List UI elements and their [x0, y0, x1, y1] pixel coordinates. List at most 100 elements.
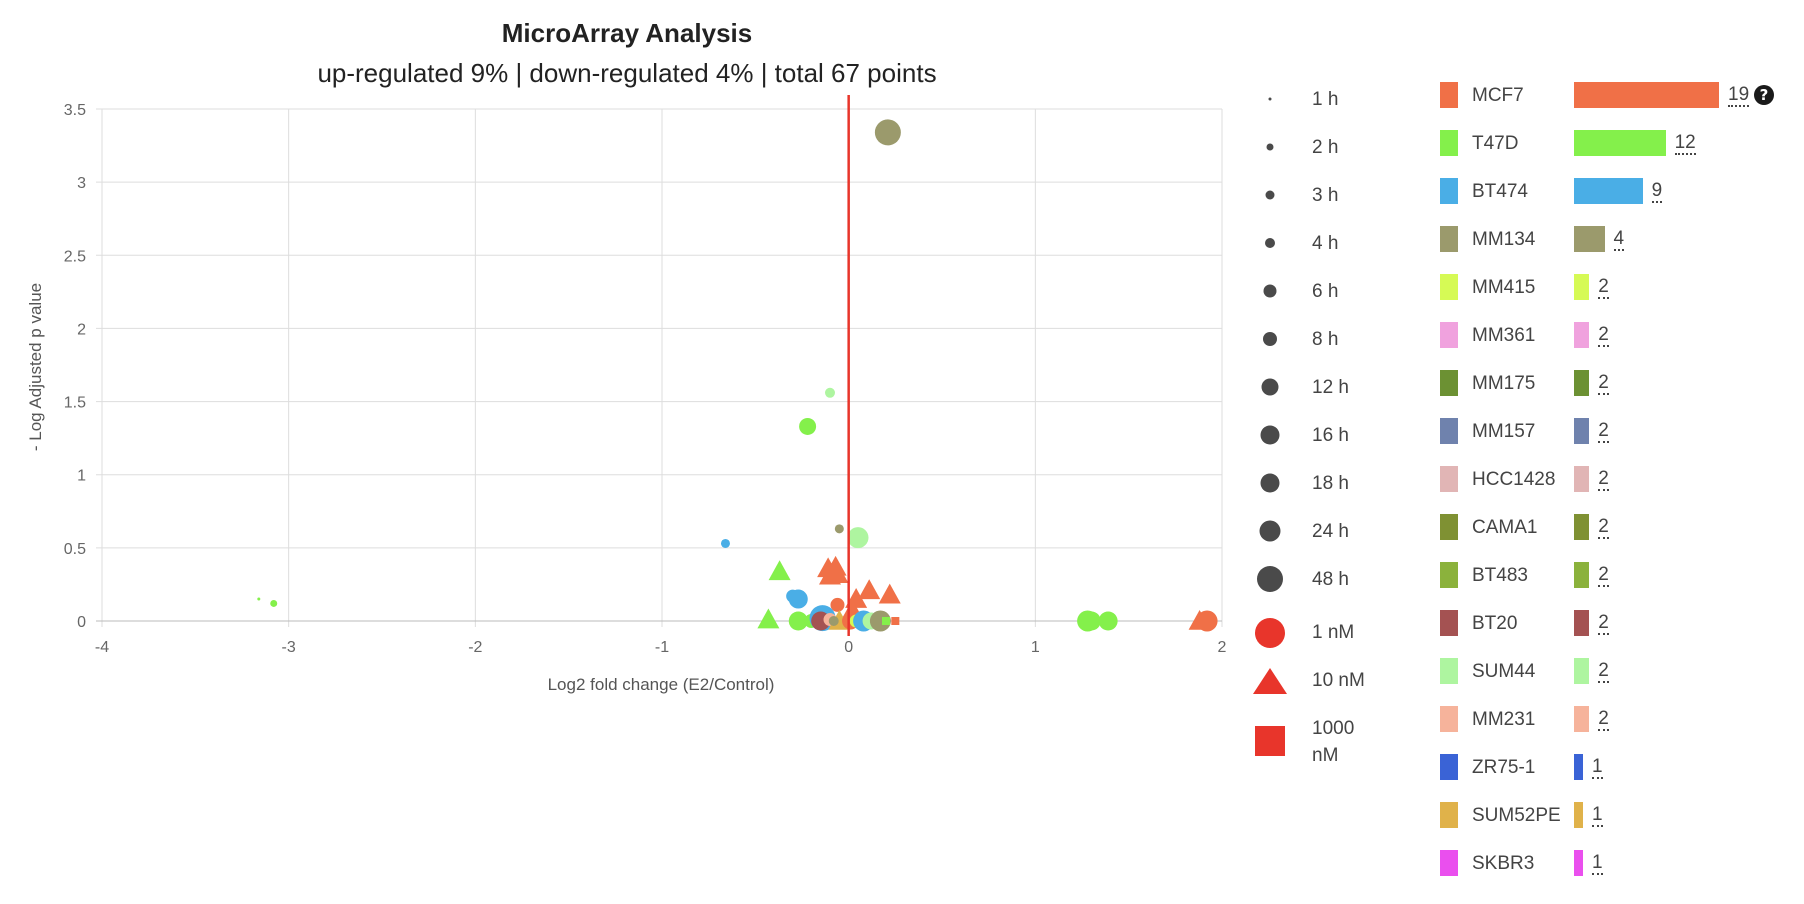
cell-line-legend-item[interactable]: T47D 12	[1440, 128, 1804, 158]
data-point-circle[interactable]	[1098, 611, 1118, 631]
data-point-circle[interactable]	[869, 610, 891, 632]
data-point-circle[interactable]	[1081, 611, 1101, 631]
cell-line-count[interactable]: 12	[1674, 132, 1696, 155]
cell-line-legend-item[interactable]: MM415 2	[1440, 272, 1804, 302]
time-legend-item[interactable]: 24 h	[1240, 511, 1420, 551]
data-point-circle[interactable]	[828, 616, 839, 626]
data-point-circle[interactable]	[847, 527, 869, 549]
cell-line-legend-item[interactable]: BT20 2	[1440, 608, 1804, 638]
cell-line-count[interactable]: 2	[1598, 612, 1609, 635]
time-legend-item[interactable]: 6 h	[1240, 271, 1420, 311]
data-point-circle[interactable]	[720, 538, 730, 548]
cell-line-count[interactable]: 19	[1728, 84, 1750, 107]
cell-line-count[interactable]: 1	[1592, 756, 1603, 779]
cell-line-legend-item[interactable]: HCC1428 2	[1440, 464, 1804, 494]
cell-line-name: BT483	[1472, 565, 1528, 586]
data-point-square[interactable]	[882, 617, 890, 625]
time-legend-item[interactable]: 4 h	[1240, 223, 1420, 263]
x-tick-label: -4	[95, 639, 109, 656]
volcano-plot: -4 -3 -2 -1 0 1 2 0 0.5 1 1.5 2 2.5 3 3.5 Log2 fold c…	[26, 95, 1227, 694]
data-point-circle[interactable]	[788, 611, 808, 631]
y-axis-title: - Log Adjusted p value	[26, 283, 45, 451]
data-point-circle[interactable]	[834, 524, 844, 534]
cell-line-legend-item[interactable]: SUM52PE 1	[1440, 800, 1804, 830]
time-size-marker-icon	[1265, 190, 1275, 200]
time-legend-item[interactable]: 2 h	[1240, 127, 1420, 167]
time-legend-item[interactable]: 18 h	[1240, 463, 1420, 503]
cell-line-swatch-icon	[1440, 562, 1458, 588]
cell-line-legend-item[interactable]: MM361 2	[1440, 320, 1804, 350]
cell-line-legend-item[interactable]: MM231 2	[1440, 704, 1804, 734]
time-size-marker-icon	[1263, 332, 1277, 346]
cell-line-legend-item[interactable]: MM134 4	[1440, 224, 1804, 254]
y-tick-label: 1	[77, 468, 86, 485]
cell-line-count-bar	[1574, 754, 1583, 780]
cell-line-count[interactable]: 9	[1651, 180, 1663, 203]
concentration-legend-item[interactable]: 10 nM	[1240, 659, 1420, 699]
cell-line-count[interactable]: 2	[1598, 420, 1609, 443]
cell-line-name: BT474	[1472, 181, 1528, 202]
time-legend-item[interactable]: 8 h	[1240, 319, 1420, 359]
cell-line-legend-item[interactable]: SKBR3 1	[1440, 848, 1804, 878]
time-size-marker-icon	[1260, 425, 1280, 445]
circle-marker-icon	[1255, 618, 1285, 648]
cell-line-count-bar	[1574, 322, 1590, 348]
cell-line-count[interactable]: 2	[1598, 276, 1609, 299]
data-point-triangle[interactable]	[878, 583, 901, 604]
concentration-legend-item[interactable]: 1 nM	[1240, 611, 1420, 651]
cell-line-count-bar	[1574, 370, 1590, 396]
data-point-square[interactable]	[891, 617, 900, 625]
time-legend-label: 4 h	[1312, 233, 1339, 254]
data-point-triangle[interactable]	[858, 579, 881, 600]
cell-line-count-bar	[1574, 466, 1590, 492]
cell-line-legend-item[interactable]: MM175 2	[1440, 368, 1804, 398]
cell-line-legend-item[interactable]: MM157 2	[1440, 416, 1804, 446]
y-tick-label: 2	[77, 321, 86, 338]
data-point-circle[interactable]	[257, 597, 261, 601]
time-size-marker-icon	[1261, 378, 1279, 396]
time-legend-item[interactable]: 16 h	[1240, 415, 1420, 455]
time-legend-label: 48 h	[1312, 569, 1349, 590]
data-point-triangle[interactable]	[757, 608, 780, 629]
cell-line-count[interactable]: 2	[1598, 516, 1609, 539]
cell-line-legend-item[interactable]: BT474 9	[1440, 176, 1804, 206]
cell-line-swatch-icon	[1440, 178, 1458, 204]
time-legend-item[interactable]: 48 h	[1240, 559, 1420, 599]
concentration-legend: 1 nM 10 nM 1000 nM	[1240, 0, 1420, 904]
time-legend-item[interactable]: 12 h	[1240, 367, 1420, 407]
data-point-circle[interactable]	[1196, 610, 1218, 632]
cell-line-swatch-icon	[1440, 514, 1458, 540]
cell-line-count[interactable]: 2	[1598, 468, 1609, 491]
chart-subtitle: up-regulated 9% | down-regulated 4% | to…	[317, 58, 937, 88]
data-point-circle[interactable]	[270, 599, 278, 607]
time-legend-item[interactable]: 3 h	[1240, 175, 1420, 215]
cell-line-count[interactable]: 2	[1598, 708, 1609, 731]
x-axis-title: Log2 fold change (E2/Control)	[548, 675, 775, 694]
data-point-circle[interactable]	[825, 387, 835, 398]
data-point-circle[interactable]	[799, 417, 817, 435]
cell-line-legend-item[interactable]: ZR75-1 1	[1440, 752, 1804, 782]
time-legend-item[interactable]: 1 h	[1240, 79, 1420, 119]
cell-line-count[interactable]: 2	[1598, 660, 1609, 683]
time-legend-label: 24 h	[1312, 521, 1349, 542]
cell-line-count[interactable]: 2	[1598, 372, 1609, 395]
cell-line-count[interactable]: 2	[1598, 324, 1609, 347]
cell-line-count[interactable]: 1	[1592, 852, 1603, 875]
data-point-triangle[interactable]	[826, 563, 849, 583]
data-point-triangle[interactable]	[845, 588, 868, 608]
cell-line-legend-item[interactable]: CAMA1 2	[1440, 512, 1804, 542]
cell-line-legend-item[interactable]: MCF7 19	[1440, 80, 1804, 110]
time-legend-label: 1 h	[1312, 89, 1339, 110]
cell-line-legend-item[interactable]: SUM44 2	[1440, 656, 1804, 686]
y-tick-label: 3	[77, 175, 86, 192]
data-point-circle[interactable]	[830, 597, 845, 612]
concentration-legend-item[interactable]: 1000 nM	[1240, 707, 1420, 766]
cell-line-count[interactable]: 1	[1592, 804, 1603, 827]
data-point-triangle[interactable]	[768, 560, 791, 581]
cell-line-legend-item[interactable]: BT483 2	[1440, 560, 1804, 590]
cell-line-count[interactable]: 2	[1598, 564, 1609, 587]
data-point-circle[interactable]	[874, 119, 901, 146]
data-point-circle[interactable]	[788, 589, 808, 609]
help-icon[interactable]: ?	[1754, 85, 1774, 105]
cell-line-count[interactable]: 4	[1613, 228, 1625, 251]
